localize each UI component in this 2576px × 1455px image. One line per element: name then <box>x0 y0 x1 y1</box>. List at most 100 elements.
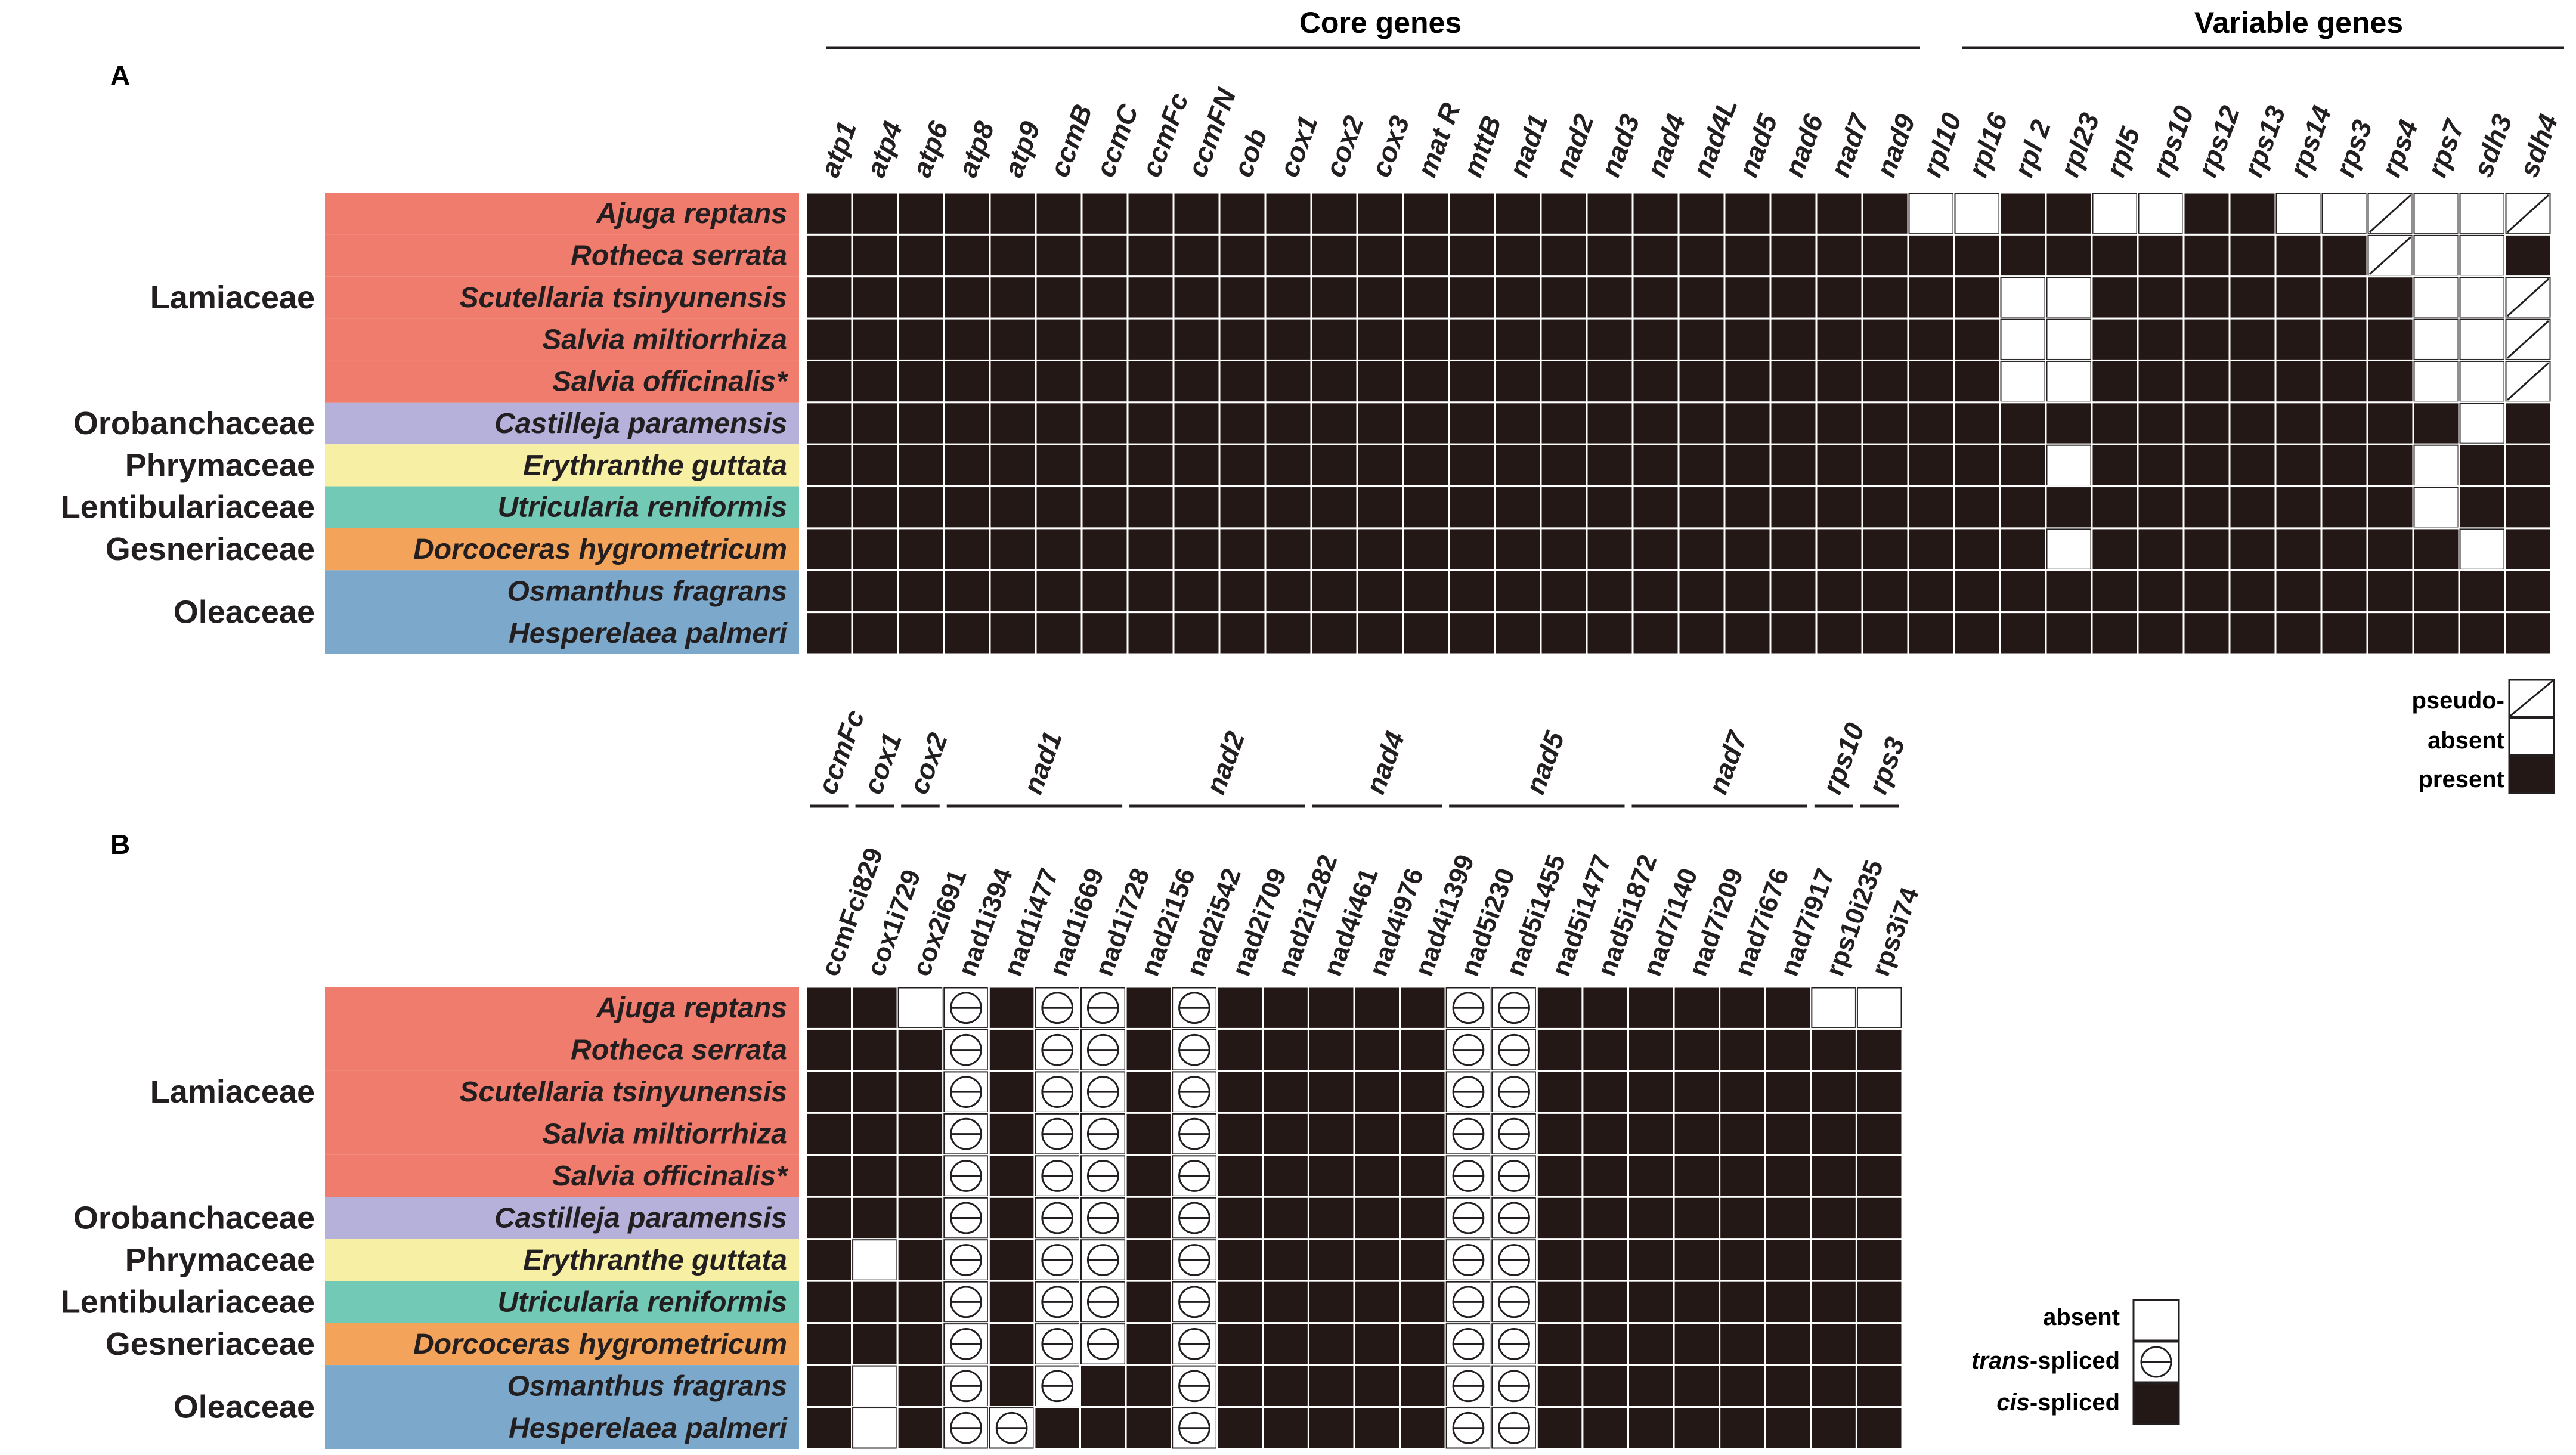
panel-a-cell-castilleja-paramensis-atp8 <box>943 401 991 445</box>
panel-b-cell-salvia-officinalis-nad2i1282 <box>1262 1154 1309 1198</box>
panel-a-cell-ajuga-reptans-cox1 <box>1264 191 1312 236</box>
panel-b-cell-border-osmanthus-fragrans-nad5i230 <box>1445 1365 1491 1407</box>
panel-a-cell-osmanthus-fragrans-atp8 <box>943 569 991 614</box>
panel-a-cell-dorcoceras-hygrometricum-rps3 <box>2320 527 2368 571</box>
panel-a-cell-salvia-officinalis-rps4 <box>2366 359 2414 404</box>
panel-b-species-label-castilleja-paramensis: Castilleja paramensis <box>494 1203 787 1234</box>
panel-b-cell-castilleja-paramensis-nad7i140 <box>1627 1196 1675 1240</box>
panel-b-cell-hesperelaea-palmeri-nad2i1282 <box>1262 1406 1309 1450</box>
panel-a-cell-scutellaria-tsinyunensis-sdh3 <box>2458 275 2506 320</box>
panel-a-cell-scutellaria-tsinyunensis-atp6 <box>897 275 945 320</box>
panel-b-cell-osmanthus-fragrans-nad4i976 <box>1353 1364 1401 1408</box>
panel-a-species-label-scutellaria-tsinyunensis: Scutellaria tsinyunensis <box>459 282 787 314</box>
panel-b-cell-border-hesperelaea-palmeri-nad2i542 <box>1172 1407 1217 1449</box>
panel-a-cell-rotheca-serrata-rpl16 <box>1953 233 2001 278</box>
panel-a-cell-osmanthus-fragrans-rps3 <box>2320 569 2368 614</box>
panel-a-cell-rotheca-serrata-rps3 <box>2320 233 2368 278</box>
panel-a-cell-utricularia-reniformis-cox3 <box>1356 485 1404 530</box>
panel-a-cell-dorcoceras-hygrometricum-atp9 <box>989 527 1037 571</box>
panel-b-cell-utricularia-reniformis-rps3i74 <box>1855 1280 1903 1324</box>
panel-a-cell-hesperelaea-palmeri-nad2 <box>1540 611 1588 655</box>
panel-a-cell-salvia-officinalis-rpl16 <box>1953 359 2001 404</box>
panel-a-cell-erythranthe-guttata-mttb <box>1448 443 1496 488</box>
panel-a-cell-rotheca-serrata-sdh4 <box>2504 233 2552 278</box>
panel-b-cell-hesperelaea-palmeri-nad2i709 <box>1216 1406 1264 1450</box>
panel-b-cell-salvia-miltiorrhiza-nad5i1477 <box>1535 1112 1584 1156</box>
panel-a-cell-rotheca-serrata-cob <box>1218 233 1267 278</box>
panel-a-cell-dorcoceras-hygrometricum-cox1 <box>1264 527 1312 571</box>
panel-b-cell-osmanthus-fragrans-nad2i1282 <box>1262 1364 1309 1408</box>
panel-b-cell-hesperelaea-palmeri-nad1i669 <box>1033 1406 1081 1450</box>
panel-a-cell-osmanthus-fragrans-ccmb <box>1035 569 1083 614</box>
panel-b-cell-border-salvia-miltiorrhiza-nad2i542 <box>1172 1113 1217 1155</box>
panel-a-cell-erythranthe-guttata-rpl16 <box>1953 443 2001 488</box>
panel-a-cell-scutellaria-tsinyunensis-ccmfc <box>1126 275 1175 320</box>
panel-a-cell-salvia-miltiorrhiza-nad7 <box>1815 317 1863 361</box>
panel-b-cell-salvia-miltiorrhiza-nad5i1872 <box>1581 1112 1630 1156</box>
panel-b-cell-dorcoceras-hygrometricum-nad7i676 <box>1719 1322 1766 1366</box>
panel-a-cell-salvia-miltiorrhiza-rps14 <box>2274 317 2323 361</box>
panel-b-cell-rotheca-serrata-rps10i235 <box>1810 1027 1857 1072</box>
panel-a-cell-salvia-miltiorrhiza-nad2 <box>1540 317 1588 361</box>
panel-a-species-label-castilleja-paramensis: Castilleja paramensis <box>494 408 787 439</box>
panel-a-cell-salvia-officinalis-cox1 <box>1264 359 1312 404</box>
panel-b-cell-osmanthus-fragrans-nad1i728 <box>1079 1364 1127 1408</box>
panel-b-cell-osmanthus-fragrans-nad2i709 <box>1216 1364 1264 1408</box>
panel-a-gene-label-nad3: nad3 <box>1594 110 1646 181</box>
panel-b-group-label-nad4: nad4 <box>1360 728 1411 798</box>
panel-b-cell-hesperelaea-palmeri-nad2i156 <box>1125 1406 1173 1450</box>
legend-a-present-label: present <box>2419 766 2505 792</box>
panel-b-species-label-salvia-officinalis: Salvia officinalis* <box>552 1160 788 1192</box>
legend-a-present-swatch <box>2508 755 2555 794</box>
panel-a-cell-salvia-miltiorrhiza-atp1 <box>805 317 853 361</box>
panel-a-cell-scutellaria-tsinyunensis-mat-r <box>1402 275 1450 320</box>
panel-a-cell-osmanthus-fragrans-rpl16 <box>1953 569 2001 614</box>
panel-a-gene-label-nad1: nad1 <box>1503 110 1554 181</box>
panel-b-cell-ajuga-reptans-nad5i1477 <box>1535 986 1584 1030</box>
panel-a-cell-rotheca-serrata-rpl10 <box>1907 233 1955 278</box>
panel-a-cell-scutellaria-tsinyunensis-nad1 <box>1494 275 1542 320</box>
panel-a-cell-castilleja-paramensis-nad6 <box>1769 401 1818 445</box>
panel-a-cell-utricularia-reniformis-atp4 <box>851 485 899 530</box>
panel-a-cell-erythranthe-guttata-cox2 <box>1310 443 1358 488</box>
panel-a-cell-erythranthe-guttata-cox3 <box>1356 443 1404 488</box>
panel-a-species-band-salvia-officinalis <box>325 360 799 403</box>
panel-b-cell-erythranthe-guttata-nad7i917 <box>1764 1238 1812 1282</box>
panel-b-cell-castilleja-paramensis-nad2i1282 <box>1262 1196 1309 1240</box>
panel-b-cell-salvia-miltiorrhiza-nad4i1399 <box>1399 1112 1447 1156</box>
panel-a-cell-utricularia-reniformis-nad4 <box>1631 485 1680 530</box>
panel-b-cell-scutellaria-tsinyunensis-rps10i235 <box>1810 1070 1857 1114</box>
panel-b-cell-utricularia-reniformis-nad7i917 <box>1764 1280 1812 1324</box>
panel-a-cell-hesperelaea-palmeri-sdh3 <box>2458 611 2506 655</box>
panel-a-cell-salvia-miltiorrhiza-rps7 <box>2412 317 2460 361</box>
panel-a-cell-ajuga-reptans-rps12 <box>2182 191 2231 236</box>
panel-a-cell-rotheca-serrata-ccmfn <box>1172 233 1221 278</box>
panel-b-species-band-osmanthus-fragrans <box>325 1365 799 1407</box>
panel-a-species-label-rotheca-serrata: Rotheca serrata <box>571 240 787 272</box>
panel-a-cell-hesperelaea-palmeri-ccmfc <box>1126 611 1175 655</box>
panel-b-cell-hesperelaea-palmeri-rps3i74 <box>1855 1406 1903 1450</box>
panel-a-cell-osmanthus-fragrans-nad5 <box>1723 569 1772 614</box>
panel-b-cell-border-osmanthus-fragrans-nad5i1455 <box>1491 1365 1537 1407</box>
panel-a-cell-scutellaria-tsinyunensis-cox2 <box>1310 275 1358 320</box>
panel-b-cell-dorcoceras-hygrometricum-rps10i235 <box>1810 1322 1857 1366</box>
panel-a-cell-scutellaria-tsinyunensis-nad7 <box>1815 275 1863 320</box>
legend-b-absent-label: absent <box>2043 1304 2120 1330</box>
panel-b-cell-osmanthus-fragrans-nad4i1399 <box>1399 1364 1447 1408</box>
panel-a-cell-hesperelaea-palmeri-atp8 <box>943 611 991 655</box>
panel-a-cell-dorcoceras-hygrometricum-nad1 <box>1494 527 1542 571</box>
panel-b-cell-osmanthus-fragrans-cox2i691 <box>896 1364 945 1408</box>
panel-a-cell-salvia-officinalis-nad5 <box>1723 359 1772 404</box>
panel-a-cell-erythranthe-guttata-rps13 <box>2228 443 2277 488</box>
panel-b-cell-osmanthus-fragrans-nad1i477 <box>987 1364 1036 1408</box>
panel-b-cell-castilleja-paramensis-nad7i917 <box>1764 1196 1812 1240</box>
panel-a-cell-rotheca-serrata-sdh3 <box>2458 233 2506 278</box>
panel-b-group-label-nad1: nad1 <box>1017 728 1068 798</box>
panel-a-pseudo-mark-salvia-miltiorrhiza-sdh4 <box>2506 320 2550 359</box>
panel-a-cell-salvia-miltiorrhiza-atp8 <box>943 317 991 361</box>
panel-a-cell-salvia-miltiorrhiza-cob <box>1218 317 1267 361</box>
panel-b-cell-ajuga-reptans-cox1i729 <box>851 986 899 1030</box>
panel-b-cell-scutellaria-tsinyunensis-nad2i156 <box>1125 1070 1173 1114</box>
panel-a-cell-ajuga-reptans-rpl10 <box>1907 191 1955 236</box>
panel-a-cell-hesperelaea-palmeri-rps7 <box>2412 611 2460 655</box>
